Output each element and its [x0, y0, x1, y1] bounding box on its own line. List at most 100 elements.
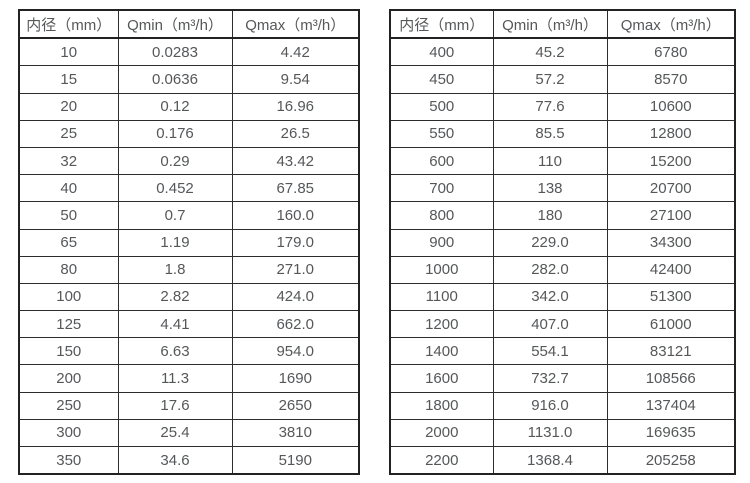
- table-cell: 732.7: [492, 364, 608, 393]
- table-cell: 0.29: [117, 146, 233, 176]
- table-cell: 1.8: [117, 255, 233, 284]
- table-cell: 400: [389, 37, 494, 67]
- header-row: 内径（mm） Qmin（m³/h） Qmax（m³/h）: [389, 9, 736, 40]
- table-cell: 25: [18, 119, 119, 148]
- table-cell: 67.85: [231, 174, 360, 203]
- table-row: 350 34.6 5190: [18, 446, 360, 475]
- table-cell: 200: [18, 364, 119, 393]
- table-cell: 8570: [606, 65, 736, 94]
- table-row: 25 0.176 26.5: [18, 119, 360, 148]
- table-row: 125 4.41 662.0: [18, 310, 360, 339]
- table-cell: 1800: [389, 391, 494, 420]
- table-cell: 800: [389, 201, 494, 230]
- table-row: 300 25.4 3810: [18, 418, 360, 448]
- table-cell: 0.12: [117, 92, 233, 121]
- table-cell: 137404: [606, 391, 736, 420]
- table-cell: 50: [18, 201, 119, 230]
- table-row: 80 1.8 271.0: [18, 255, 360, 284]
- table-body: 400 45.2 6780 450 57.2 8570 500 77.6 10600 550 85.…: [389, 37, 736, 475]
- table-cell: 27100: [606, 201, 736, 230]
- col-header-inner-diameter: 内径（mm）: [389, 9, 494, 40]
- table-row: 250 17.6 2650: [18, 391, 360, 420]
- table-cell: 300: [18, 418, 119, 448]
- table-cell: 350: [18, 446, 119, 475]
- table-cell: 1400: [389, 337, 494, 366]
- table-cell: 4.41: [117, 310, 233, 339]
- table-cell: 34300: [606, 228, 736, 257]
- table-cell: 916.0: [492, 391, 608, 420]
- table-cell: 554.1: [492, 337, 608, 366]
- table-cell: 205258: [606, 446, 736, 475]
- table-cell: 1368.4: [492, 446, 608, 475]
- table-cell: 2000: [389, 418, 494, 448]
- table-cell: 900: [389, 228, 494, 257]
- header-row: 内径（mm） Qmin（m³/h） Qmax（m³/h）: [18, 9, 360, 40]
- table-cell: 51300: [606, 282, 736, 312]
- table-cell: 125: [18, 310, 119, 339]
- table-row: 200 11.3 1690: [18, 364, 360, 393]
- table-cell: 11.3: [117, 364, 233, 393]
- table-cell: 12800: [606, 119, 736, 148]
- table-cell: 45.2: [492, 37, 608, 67]
- table-row: 2000 1131.0 169635: [389, 418, 736, 448]
- table-row: 400 45.2 6780: [389, 37, 736, 67]
- table-row: 15 0.0636 9.54: [18, 65, 360, 94]
- table-cell: 1690: [231, 364, 360, 393]
- table-row: 1000 282.0 42400: [389, 255, 736, 284]
- col-header-inner-diameter: 内径（mm）: [18, 9, 119, 40]
- table-cell: 424.0: [231, 282, 360, 312]
- col-header-qmin: Qmin（m³/h）: [117, 9, 233, 40]
- table-cell: 15200: [606, 146, 736, 176]
- table-row: 150 6.63 954.0: [18, 337, 360, 366]
- table-cell: 61000: [606, 310, 736, 339]
- table-cell: 100: [18, 282, 119, 312]
- table-cell: 138: [492, 174, 608, 203]
- table-cell: 65: [18, 228, 119, 257]
- table-cell: 250: [18, 391, 119, 420]
- table-cell: 10600: [606, 92, 736, 121]
- table-cell: 110: [492, 146, 608, 176]
- table-row: 1600 732.7 108566: [389, 364, 736, 393]
- table-cell: 2650: [231, 391, 360, 420]
- table-cell: 179.0: [231, 228, 360, 257]
- table-cell: 6780: [606, 37, 736, 67]
- table-cell: 1000: [389, 255, 494, 284]
- col-header-qmax: Qmax（m³/h）: [606, 9, 736, 40]
- table-cell: 6.63: [117, 337, 233, 366]
- table-cell: 1100: [389, 282, 494, 312]
- table-body: 10 0.0283 4.42 15 0.0636 9.54 20 0.12 16.96 25 0.1…: [18, 37, 360, 475]
- table-row: 700 138 20700: [389, 174, 736, 203]
- table-row: 1400 554.1 83121: [389, 337, 736, 366]
- table-cell: 500: [389, 92, 494, 121]
- table-cell: 954.0: [231, 337, 360, 366]
- table-cell: 342.0: [492, 282, 608, 312]
- table-cell: 57.2: [492, 65, 608, 94]
- table-cell: 34.6: [117, 446, 233, 475]
- table-cell: 16.96: [231, 92, 360, 121]
- table-cell: 169635: [606, 418, 736, 448]
- table-row: 450 57.2 8570: [389, 65, 736, 94]
- table-cell: 4.42: [231, 37, 360, 67]
- table-cell: 108566: [606, 364, 736, 393]
- table-cell: 662.0: [231, 310, 360, 339]
- table-row: 500 77.6 10600: [389, 92, 736, 121]
- table-cell: 10: [18, 37, 119, 67]
- table-cell: 282.0: [492, 255, 608, 284]
- table-cell: 2.82: [117, 282, 233, 312]
- table-cell: 0.176: [117, 119, 233, 148]
- table-cell: 5190: [231, 446, 360, 475]
- table-cell: 0.0283: [117, 37, 233, 67]
- table-row: 20 0.12 16.96: [18, 92, 360, 121]
- table-row: 40 0.452 67.85: [18, 174, 360, 203]
- table-cell: 42400: [606, 255, 736, 284]
- table-cell: 550: [389, 119, 494, 148]
- table-row: 550 85.5 12800: [389, 119, 736, 148]
- table-row: 1800 916.0 137404: [389, 391, 736, 420]
- table-row: 100 2.82 424.0: [18, 282, 360, 312]
- table-cell: 15: [18, 65, 119, 94]
- table-cell: 180: [492, 201, 608, 230]
- table-cell: 20: [18, 92, 119, 121]
- table-cell: 1200: [389, 310, 494, 339]
- table-cell: 80: [18, 255, 119, 284]
- table-row: 900 229.0 34300: [389, 228, 736, 257]
